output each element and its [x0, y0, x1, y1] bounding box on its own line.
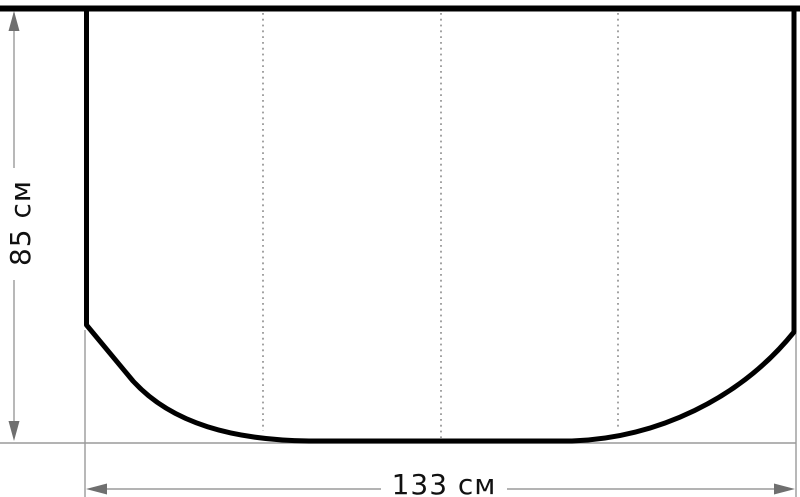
- dimension-lines-group: [0, 13, 797, 497]
- arrow-up-icon: [8, 11, 20, 31]
- fold-lines-group: [262, 13, 619, 438]
- shape-outline-group: [0, 5, 800, 444]
- arrow-left-icon: [86, 483, 107, 495]
- arrowheads-group: [8, 11, 795, 495]
- shape-outline-path: [84, 8, 797, 444]
- height-dimension-label: 85 см: [4, 173, 37, 273]
- width-dimension-label: 133 см: [385, 471, 503, 497]
- arrow-down-icon: [8, 421, 20, 441]
- arrow-right-icon: [774, 483, 795, 495]
